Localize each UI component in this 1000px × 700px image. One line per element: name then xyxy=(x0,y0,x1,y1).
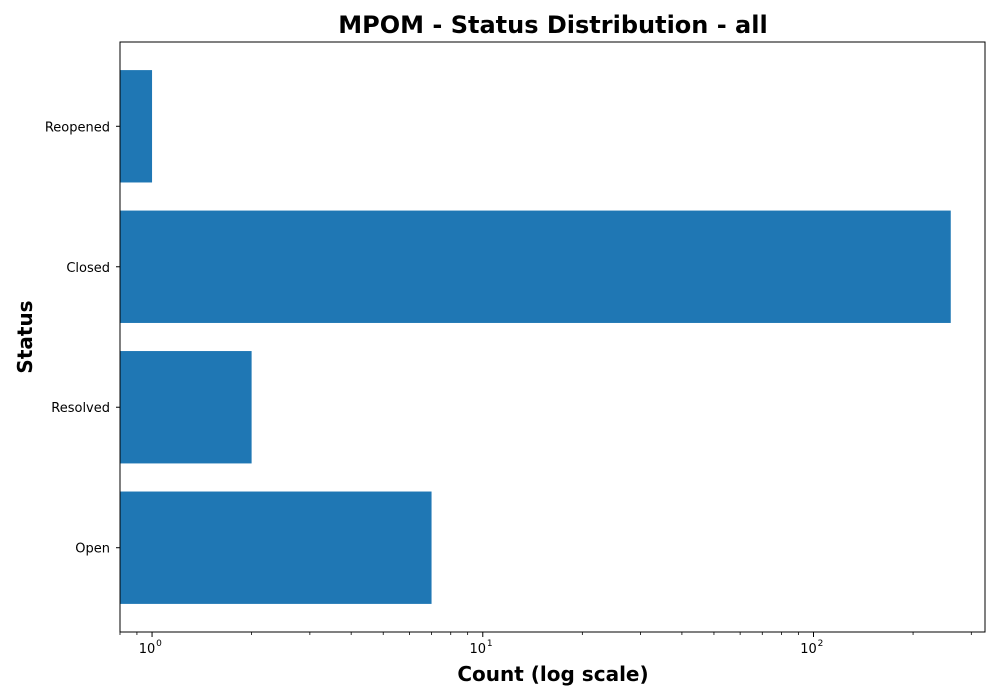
x-tick-label: 10 xyxy=(139,642,156,657)
y-tick-label-resolved: Resolved xyxy=(51,401,110,416)
x-tick-label-exponent: 1 xyxy=(487,639,493,649)
chart-title: MPOM - Status Distribution - all xyxy=(338,11,767,39)
x-axis-label: Count (log scale) xyxy=(457,662,648,686)
x-axis-ticks: 10 0 10 1 10 2 xyxy=(119,632,972,657)
bar-reopened xyxy=(120,70,153,183)
y-axis-ticks: Open Resolved Closed Reopened xyxy=(45,120,120,557)
y-tick-label-closed: Closed xyxy=(66,261,110,276)
bar-open xyxy=(120,491,432,604)
y-axis-label: Status xyxy=(13,300,37,373)
y-tick-label-open: Open xyxy=(75,542,110,557)
bar-resolved xyxy=(120,351,252,464)
plot-frame xyxy=(119,41,986,633)
y-tick-label-reopened: Reopened xyxy=(45,120,110,135)
x-tick-label: 10 xyxy=(800,642,817,657)
bar-closed xyxy=(120,210,951,323)
x-tick-label: 10 xyxy=(470,642,487,657)
x-tick-label-exponent: 2 xyxy=(818,639,824,649)
bars-group xyxy=(120,70,951,604)
x-tick-label-exponent: 0 xyxy=(156,639,162,649)
